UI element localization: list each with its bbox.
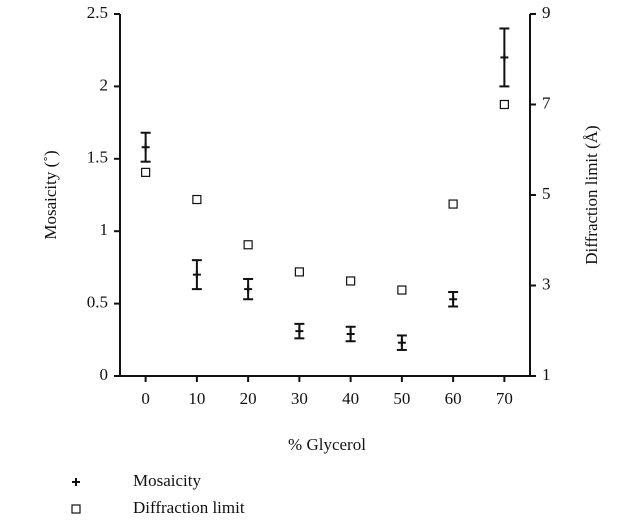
- square-marker: [499, 99, 509, 110]
- x-tick-label: 20: [240, 389, 257, 408]
- x-tick-label: 50: [393, 389, 410, 408]
- square-marker: [397, 285, 407, 295]
- x-tick-label: 10: [188, 389, 205, 408]
- square-marker: [243, 240, 253, 250]
- y-tick-label: 2: [100, 75, 109, 94]
- y2-axis-label: Diffraction limit (Å): [582, 125, 601, 264]
- y-tick-label: 1.5: [87, 148, 108, 167]
- x-tick-label: 40: [342, 389, 359, 408]
- plus-marker: [397, 338, 406, 347]
- square-marker: [71, 504, 81, 514]
- square-marker: [294, 267, 304, 277]
- y-tick-label: 1: [100, 220, 109, 239]
- y-tick-label: 0.5: [87, 293, 108, 312]
- y2-tick-label: 1: [542, 365, 551, 384]
- x-tick-label: 60: [445, 389, 462, 408]
- y2-tick-label: 3: [542, 274, 551, 293]
- square-marker: [346, 276, 356, 286]
- plus-marker: [449, 295, 458, 304]
- plus-marker: [244, 285, 253, 294]
- square-marker: [141, 167, 151, 177]
- plus-marker: [295, 327, 304, 336]
- square-marker: [448, 199, 458, 209]
- y2-tick-label: 9: [542, 3, 551, 22]
- plus-marker: [346, 330, 355, 339]
- plus-marker: [500, 53, 509, 62]
- y-tick-label: 0: [100, 365, 109, 384]
- legend-label: Diffraction limit: [133, 498, 245, 517]
- y-axis-label: Mosaicity (˚): [41, 150, 60, 239]
- square-marker: [192, 194, 202, 205]
- y-tick-label: 2.5: [87, 3, 108, 22]
- plus-marker: [192, 270, 201, 279]
- x-axis-label: % Glycerol: [288, 435, 366, 454]
- x-tick-label: 30: [291, 389, 308, 408]
- x-tick-label: 0: [141, 389, 150, 408]
- legend-label: Mosaicity: [133, 471, 201, 490]
- x-tick-label: 70: [496, 389, 513, 408]
- plus-marker: [141, 143, 150, 152]
- plus-marker: [72, 478, 80, 486]
- y2-tick-label: 7: [542, 93, 551, 112]
- y2-tick-label: 5: [542, 184, 551, 203]
